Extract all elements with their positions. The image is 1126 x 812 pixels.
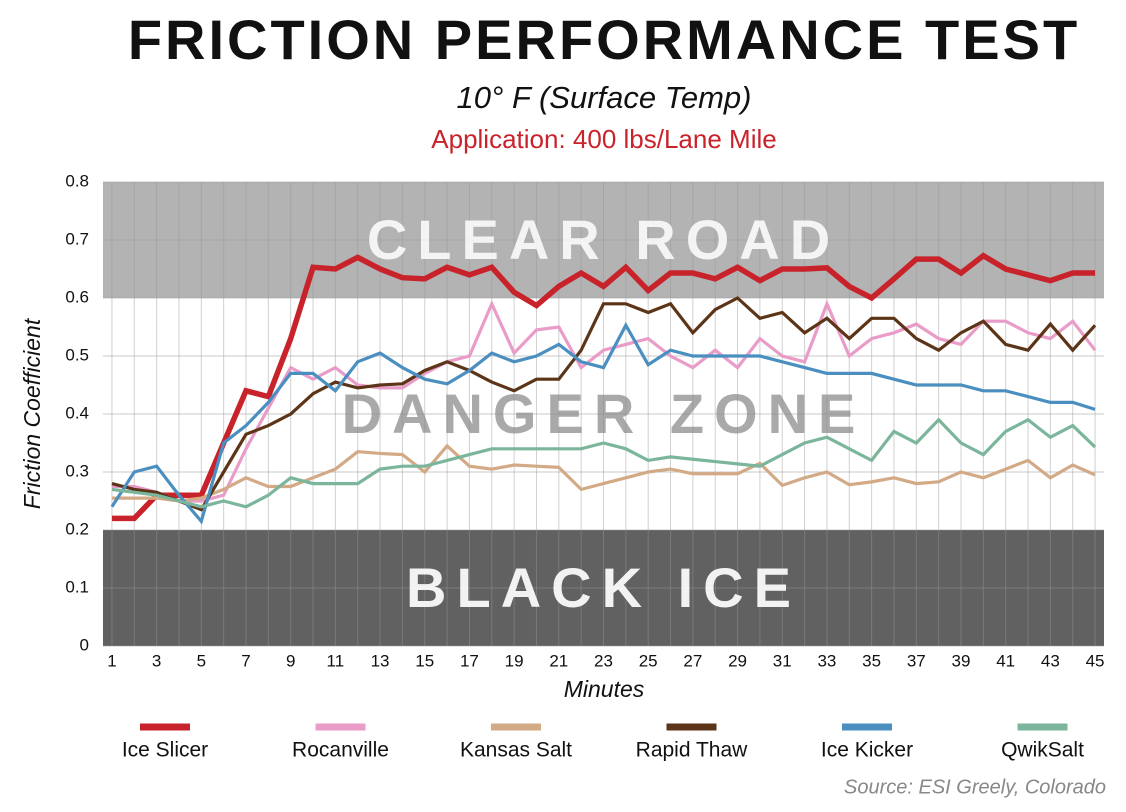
y-tick-label: 0.1 bbox=[65, 577, 89, 596]
y-axis-label: Friction Coefficient bbox=[19, 317, 45, 509]
x-tick-label: 15 bbox=[415, 651, 434, 670]
legend-label: Ice Slicer bbox=[122, 739, 208, 762]
source: Source: ESI Greely, Colorado bbox=[844, 776, 1106, 798]
series-line bbox=[110, 321, 1096, 525]
x-tick-label: 29 bbox=[728, 651, 747, 670]
x-tick-label: 17 bbox=[460, 651, 479, 670]
legend-label: Ice Kicker bbox=[821, 739, 913, 762]
series-line bbox=[111, 443, 1096, 503]
zone-label: BLACK ICE bbox=[406, 556, 801, 619]
x-tick-label: 27 bbox=[683, 651, 702, 670]
y-tick-label: 0.7 bbox=[65, 229, 89, 248]
x-tick-label: 33 bbox=[817, 651, 836, 670]
legend-label: QwikSalt bbox=[1001, 739, 1084, 762]
x-tick-label: 43 bbox=[1041, 651, 1060, 670]
x-tick-label: 19 bbox=[505, 651, 524, 670]
x-tick-label: 41 bbox=[996, 651, 1015, 670]
zone-label: CLEAR ROAD bbox=[367, 208, 840, 271]
chart-subtitle: 10° F (Surface Temp) bbox=[457, 80, 752, 115]
series-line bbox=[111, 252, 1096, 522]
legend-label: Kansas Salt bbox=[460, 739, 572, 762]
x-tick-label: 35 bbox=[862, 651, 881, 670]
series-line bbox=[111, 296, 1097, 512]
annotation: Application: 400 lbs/Lane Mile bbox=[431, 124, 776, 154]
legend-label: Rocanville bbox=[292, 739, 389, 762]
x-tick-label: 39 bbox=[952, 651, 971, 670]
chart-title: FRICTION PERFORMANCE TEST bbox=[128, 8, 1080, 71]
y-tick-label: 0.3 bbox=[65, 461, 89, 480]
y-tick-label: 0.2 bbox=[65, 519, 89, 538]
zone-label: DANGER ZONE bbox=[342, 382, 866, 445]
series-line bbox=[111, 417, 1097, 509]
x-tick-label: 9 bbox=[286, 651, 295, 670]
x-tick-label: 45 bbox=[1086, 651, 1105, 670]
x-tick-label: 23 bbox=[594, 651, 613, 670]
x-tick-label: 1 bbox=[107, 651, 116, 670]
x-tick-label: 21 bbox=[549, 651, 568, 670]
y-tick-label: 0 bbox=[80, 635, 89, 654]
x-tick-label: 3 bbox=[152, 651, 161, 670]
x-tick-label: 7 bbox=[241, 651, 250, 670]
x-tick-label: 31 bbox=[773, 651, 792, 670]
y-tick-label: 0.6 bbox=[65, 287, 89, 306]
legend-label: Rapid Thaw bbox=[636, 739, 749, 762]
x-tick-label: 11 bbox=[327, 651, 345, 670]
x-tick-label: 5 bbox=[197, 651, 206, 670]
y-tick-label: 0.8 bbox=[65, 171, 89, 190]
x-tick-label: 37 bbox=[907, 651, 926, 670]
x-tick-label: 25 bbox=[639, 651, 658, 670]
y-tick-label: 0.5 bbox=[65, 345, 89, 364]
x-tick-label: 13 bbox=[371, 651, 390, 670]
x-axis-label: Minutes bbox=[564, 676, 645, 702]
y-tick-label: 0.4 bbox=[65, 403, 89, 422]
